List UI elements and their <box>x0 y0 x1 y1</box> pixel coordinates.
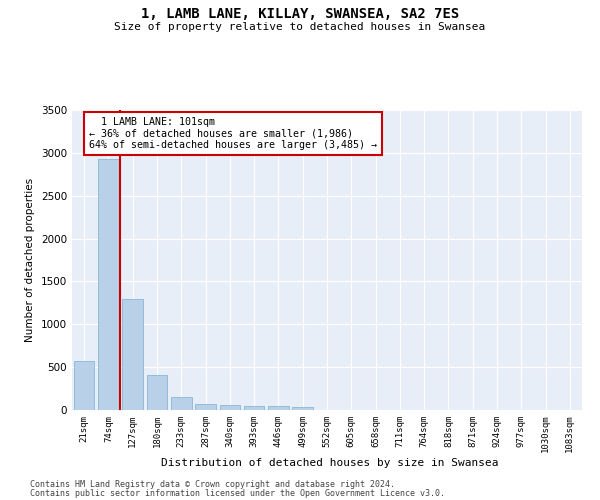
Bar <box>74 361 94 410</box>
Text: 1 LAMB LANE: 101sqm
← 36% of detached houses are smaller (1,986)
64% of semi-det: 1 LAMB LANE: 101sqm ← 36% of detached ho… <box>89 117 377 150</box>
Text: Size of property relative to detached houses in Swansea: Size of property relative to detached ho… <box>115 22 485 32</box>
Bar <box>220 406 240 410</box>
Text: 1, LAMB LANE, KILLAY, SWANSEA, SA2 7ES: 1, LAMB LANE, KILLAY, SWANSEA, SA2 7ES <box>141 8 459 22</box>
Text: Contains public sector information licensed under the Open Government Licence v3: Contains public sector information licen… <box>30 489 445 498</box>
Bar <box>268 406 289 410</box>
Bar <box>98 159 119 410</box>
Bar <box>195 404 216 410</box>
Y-axis label: Number of detached properties: Number of detached properties <box>25 178 35 342</box>
Bar <box>244 406 265 410</box>
Bar <box>122 298 143 410</box>
Bar <box>171 396 191 410</box>
Bar <box>146 375 167 410</box>
Text: Distribution of detached houses by size in Swansea: Distribution of detached houses by size … <box>161 458 499 468</box>
Bar <box>292 407 313 410</box>
Text: Contains HM Land Registry data © Crown copyright and database right 2024.: Contains HM Land Registry data © Crown c… <box>30 480 395 489</box>
